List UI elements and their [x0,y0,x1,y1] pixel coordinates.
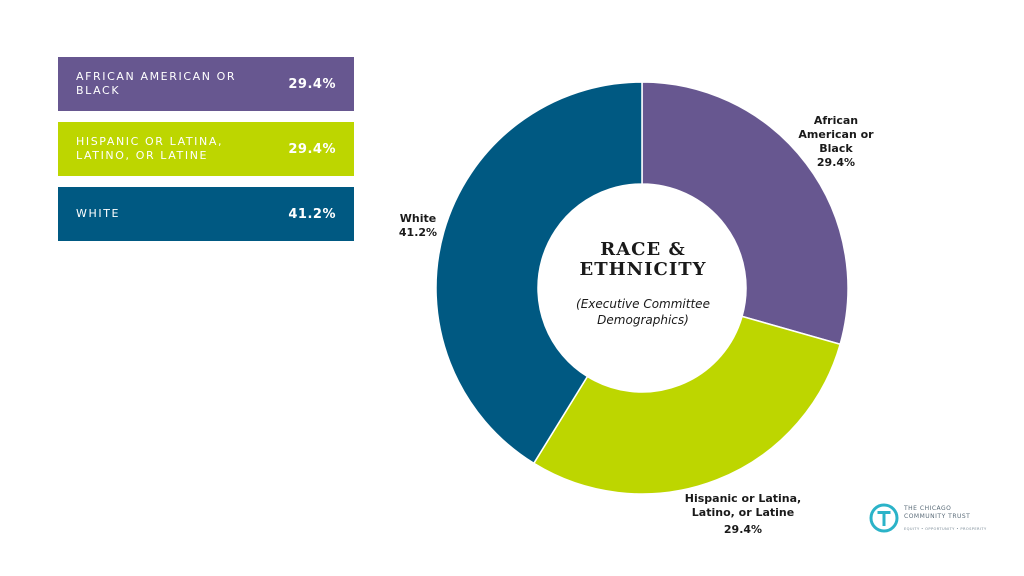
legend-value: 29.4% [288,141,336,157]
chart-subtitle: (Executive Committee Demographics) [576,297,710,327]
legend-label: WHITE [76,207,121,220]
slice-label-african-american: African American or Black 29.4% [788,114,884,170]
slice-label-white: White 41.2% [388,212,448,240]
slice-label-name: African American or Black [798,114,874,155]
logo-tagline: EQUITY • OPPORTUNITY • PROSPERITY [904,527,987,531]
trust-logo-icon [869,503,899,533]
slice-hispanic [532,315,842,495]
legend-label: AFRICAN AMERICAN OR BLACK [76,70,237,97]
slice-label-percent: 29.4% [816,156,856,169]
chart-title: RACE & ETHNICITY [579,239,707,280]
slice-white [435,81,643,465]
legend-value: 29.4% [288,76,336,92]
legend-value: 41.2% [288,206,336,222]
slice-label-percent: 29.4% [723,523,763,536]
logo-name: THE CHICAGO COMMUNITY TRUST [904,505,971,520]
legend-label: HISPANIC OR LATINA, LATINO, OR LATINE [76,135,224,162]
slice-label-name: White [399,212,437,225]
chicago-community-trust-logo: THE CHICAGO COMMUNITY TRUST EQUITY • OPP… [868,502,988,536]
slice-label-name: Hispanic or Latina, Latino, or Latine [684,492,802,519]
legend-item-white: WHITE 41.2% [58,187,354,241]
legend-item-hispanic: HISPANIC OR LATINA, LATINO, OR LATINE 29… [58,122,354,176]
slice-label-percent: 41.2% [398,226,438,239]
legend-item-african-american: AFRICAN AMERICAN OR BLACK 29.4% [58,57,354,111]
slice-label-hispanic: Hispanic or Latina, Latino, or Latine 29… [668,492,818,537]
slice-african-american [641,81,849,346]
